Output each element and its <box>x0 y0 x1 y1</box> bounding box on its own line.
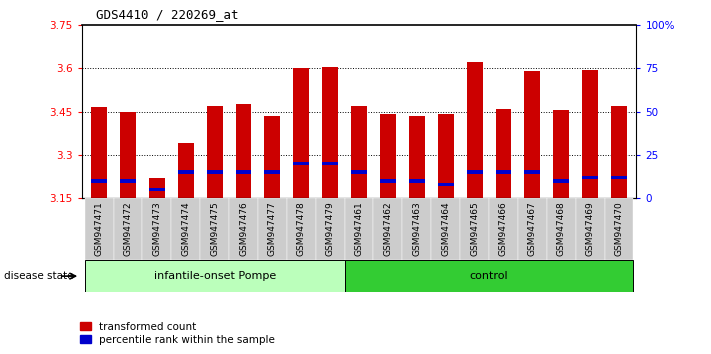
Bar <box>496 171 511 174</box>
Bar <box>518 198 547 260</box>
Text: infantile-onset Pompe: infantile-onset Pompe <box>154 271 276 281</box>
Bar <box>178 171 193 174</box>
Text: GSM947464: GSM947464 <box>442 201 450 256</box>
Bar <box>409 179 424 183</box>
Bar <box>373 198 402 260</box>
Text: GSM947467: GSM947467 <box>528 201 537 256</box>
Bar <box>611 176 627 179</box>
Bar <box>553 110 570 198</box>
Bar <box>345 198 373 260</box>
Bar <box>351 171 367 174</box>
Bar <box>91 107 107 198</box>
Bar <box>264 116 280 198</box>
Bar <box>380 114 396 198</box>
Bar <box>351 106 367 198</box>
Text: GSM947465: GSM947465 <box>470 201 479 256</box>
Bar <box>316 198 345 260</box>
Legend: transformed count, percentile rank within the sample: transformed count, percentile rank withi… <box>76 317 279 349</box>
Bar <box>604 198 634 260</box>
Bar <box>409 116 424 198</box>
Bar <box>466 62 483 198</box>
Bar <box>525 171 540 174</box>
Bar <box>235 171 252 174</box>
Bar <box>201 198 229 260</box>
Bar <box>85 198 114 260</box>
Bar <box>287 198 316 260</box>
Bar <box>466 171 483 174</box>
Text: GSM947477: GSM947477 <box>268 201 277 256</box>
Bar <box>178 143 193 198</box>
Bar <box>547 198 576 260</box>
Text: GDS4410 / 220269_at: GDS4410 / 220269_at <box>96 8 238 21</box>
Bar <box>85 260 345 292</box>
Text: GSM947463: GSM947463 <box>412 201 422 256</box>
Text: GSM947469: GSM947469 <box>586 201 594 256</box>
Text: GSM947461: GSM947461 <box>355 201 363 256</box>
Text: GSM947462: GSM947462 <box>383 201 392 256</box>
Text: GSM947468: GSM947468 <box>557 201 566 256</box>
Bar <box>576 198 604 260</box>
Text: control: control <box>470 271 508 281</box>
Bar <box>207 171 223 174</box>
Bar <box>380 179 396 183</box>
Bar <box>496 109 511 198</box>
Bar <box>264 171 280 174</box>
Bar <box>91 179 107 183</box>
Bar <box>582 70 598 198</box>
Bar <box>611 106 627 198</box>
Bar <box>171 198 201 260</box>
Bar <box>294 68 309 198</box>
Bar <box>432 198 460 260</box>
Bar <box>149 178 165 198</box>
Text: GSM947466: GSM947466 <box>499 201 508 256</box>
Bar <box>322 67 338 198</box>
Bar <box>149 188 165 191</box>
Text: GSM947470: GSM947470 <box>614 201 624 256</box>
Bar <box>322 162 338 165</box>
Text: GSM947475: GSM947475 <box>210 201 219 256</box>
Text: GSM947476: GSM947476 <box>239 201 248 256</box>
Bar <box>142 198 171 260</box>
Text: GSM947479: GSM947479 <box>326 201 335 256</box>
Bar <box>114 198 142 260</box>
Text: GSM947471: GSM947471 <box>95 201 104 256</box>
Bar <box>345 260 634 292</box>
Bar <box>207 106 223 198</box>
Bar <box>438 183 454 186</box>
Bar <box>460 198 489 260</box>
Bar <box>235 104 252 198</box>
Bar <box>525 71 540 198</box>
Text: disease state: disease state <box>4 271 73 281</box>
Bar <box>294 162 309 165</box>
Bar <box>120 112 136 198</box>
Bar <box>489 198 518 260</box>
Bar <box>120 179 136 183</box>
Text: GSM947472: GSM947472 <box>124 201 132 256</box>
Bar <box>582 176 598 179</box>
Bar <box>402 198 432 260</box>
Text: GSM947474: GSM947474 <box>181 201 191 256</box>
Bar <box>258 198 287 260</box>
Bar <box>229 198 258 260</box>
Bar <box>438 114 454 198</box>
Bar <box>553 179 570 183</box>
Text: GSM947478: GSM947478 <box>296 201 306 256</box>
Text: GSM947473: GSM947473 <box>152 201 161 256</box>
